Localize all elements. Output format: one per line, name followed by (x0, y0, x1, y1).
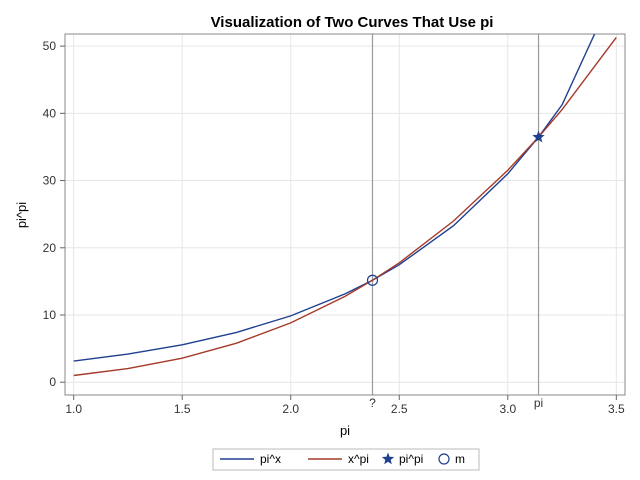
legend-swatch-star (381, 452, 395, 465)
grid (65, 34, 625, 395)
legend-label: m (455, 452, 465, 466)
reference-line-label: ? (369, 396, 376, 410)
legend-label: x^pi (348, 452, 369, 466)
legend-label: pi^x (260, 452, 281, 466)
x-tick-label: 2.0 (282, 402, 299, 416)
series-line-x-pi (73, 36, 617, 377)
x-tick-label: 1.5 (174, 402, 191, 416)
legend-swatch-circle (438, 453, 450, 465)
circle-marker (366, 274, 379, 286)
plot-frame (64, 33, 626, 396)
y-axis-ticks: 0 10 20 30 40 50 (43, 39, 65, 389)
x-tick-label: 3.0 (499, 402, 516, 416)
reference-lines (371, 34, 540, 395)
y-tick-label: 0 (49, 375, 56, 389)
legend-label: pi^pi (399, 452, 423, 466)
series-line-pi-x (73, 34, 596, 362)
legend: pi^x x^pi pi^pi m (220, 452, 465, 466)
y-tick-label: 50 (43, 39, 57, 53)
y-tick-label: 30 (43, 174, 57, 188)
x-axis-label: pi (340, 423, 350, 438)
reference-line-labels: ? pi (369, 396, 543, 410)
star-marker (532, 130, 545, 143)
y-tick-label: 20 (43, 241, 57, 255)
legend-box (212, 448, 480, 471)
chart-title: Visualization of Two Curves That Use pi (211, 14, 494, 31)
x-tick-label: 2.5 (391, 402, 408, 416)
y-axis-label: pi^pi (14, 202, 29, 228)
x-tick-label: 3.5 (608, 402, 625, 416)
reference-line-label: pi (534, 396, 543, 410)
x-axis-ticks: 1.0 1.5 2.0 2.5 3.0 3.5 (65, 395, 625, 416)
y-tick-label: 10 (43, 308, 57, 322)
marker-layer (366, 130, 545, 286)
series-layer (73, 34, 617, 377)
x-tick-label: 1.0 (65, 402, 82, 416)
y-tick-label: 40 (43, 106, 57, 120)
